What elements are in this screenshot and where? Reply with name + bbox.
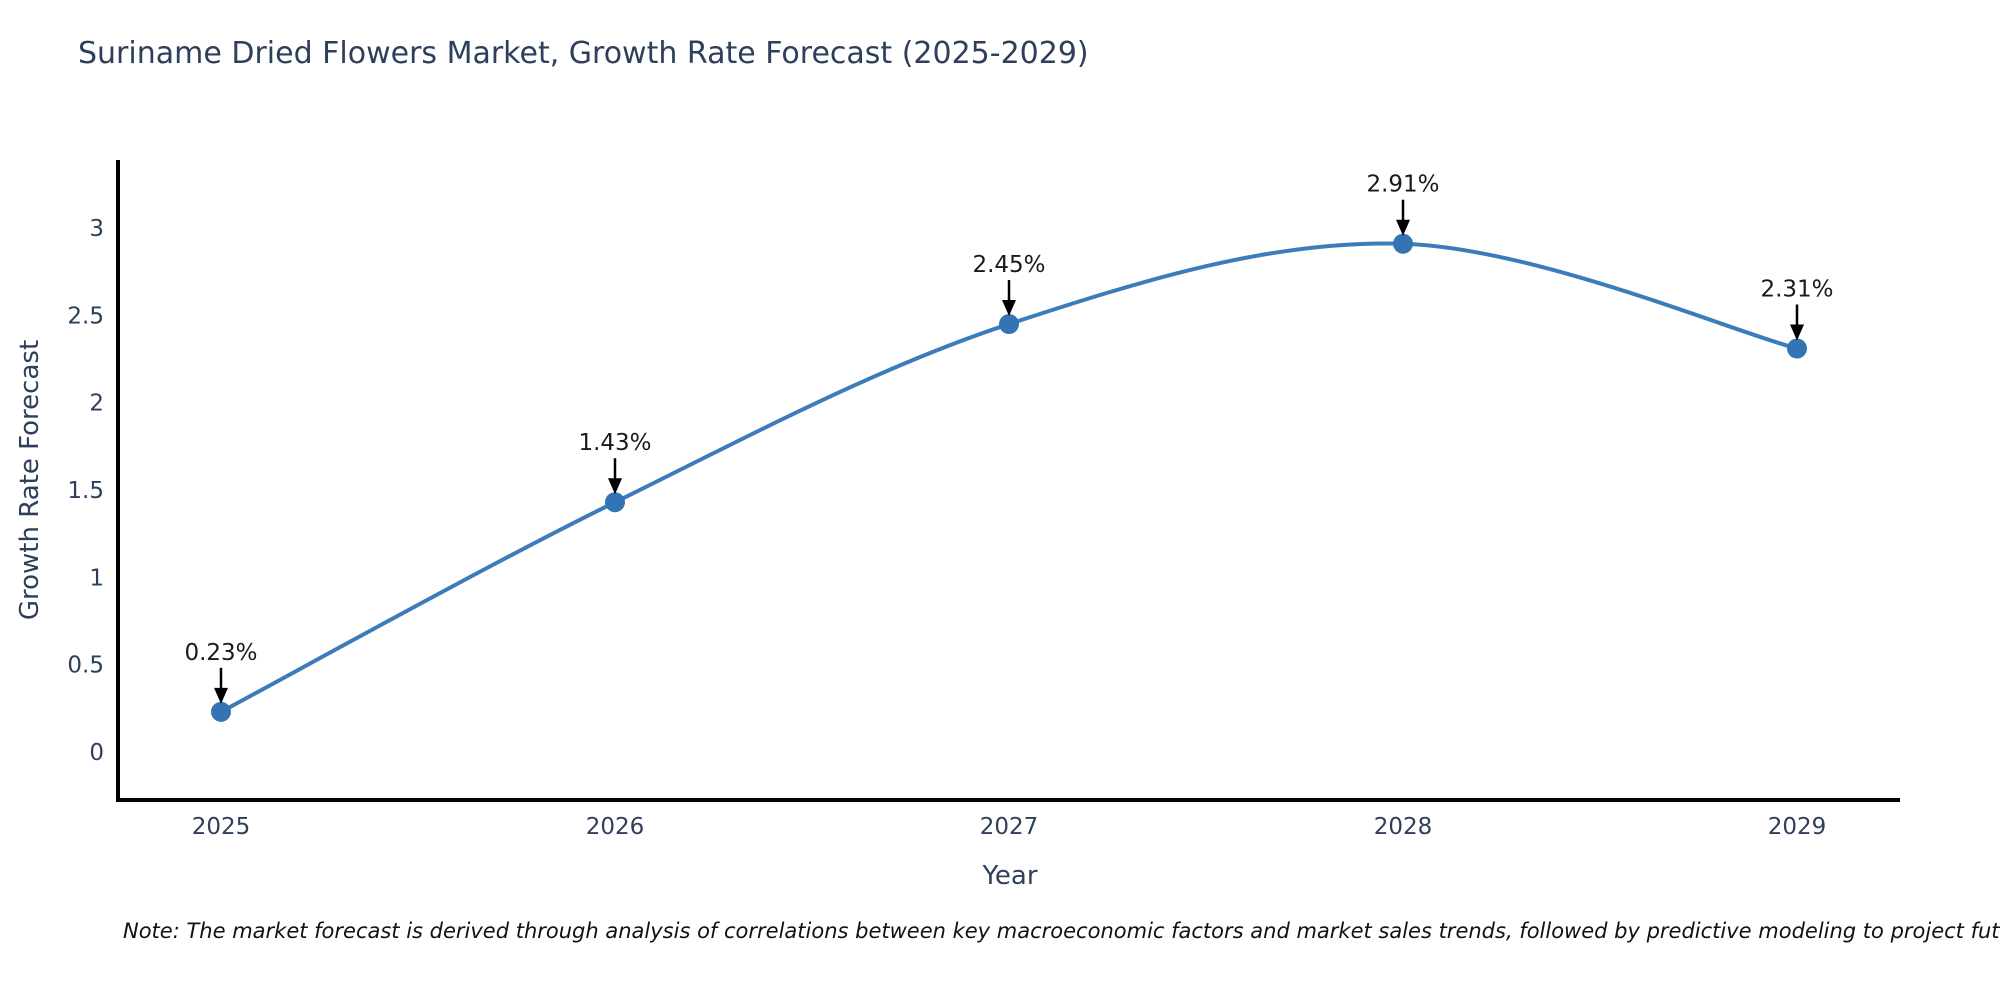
y-tick-label: 2 — [89, 391, 104, 417]
data-point-marker — [605, 492, 625, 513]
data-point-marker — [999, 314, 1019, 335]
annotation-arrowhead — [1002, 300, 1016, 317]
x-tick-label: 2026 — [586, 814, 645, 840]
y-tick-label: 2.5 — [67, 303, 104, 329]
annotation-label: 2.91% — [1366, 172, 1439, 198]
data-point-marker — [1393, 233, 1413, 254]
footnote: Note: The market forecast is derived thr… — [123, 919, 2000, 943]
x-tick-label: 2027 — [980, 814, 1039, 840]
annotation-label: 2.31% — [1760, 277, 1833, 303]
x-tick-label: 2029 — [1768, 814, 1827, 840]
annotation-label: 0.23% — [184, 640, 257, 666]
data-point-marker — [1787, 338, 1807, 359]
x-axis-title: Year — [982, 861, 1038, 891]
annotation-arrowhead — [1396, 219, 1410, 236]
y-tick-label: 1.5 — [67, 478, 104, 504]
annotation-arrowhead — [1790, 324, 1804, 341]
y-tick-label: 1 — [89, 565, 104, 591]
x-tick-label: 2028 — [1374, 814, 1433, 840]
annotation-label: 2.45% — [972, 252, 1045, 278]
data-point-marker — [211, 701, 231, 722]
y-tick-label: 3 — [89, 216, 104, 242]
annotation-arrowhead — [214, 687, 228, 704]
y-tick-label: 0 — [89, 740, 104, 766]
y-tick-label: 0.5 — [67, 653, 104, 679]
chart-title: Suriname Dried Flowers Market, Growth Ra… — [78, 36, 1089, 71]
annotation-arrowhead — [608, 478, 622, 495]
annotation-label: 1.43% — [578, 430, 651, 456]
y-axis-title: Growth Rate Forecast — [15, 339, 45, 621]
x-tick-label: 2025 — [192, 814, 251, 840]
